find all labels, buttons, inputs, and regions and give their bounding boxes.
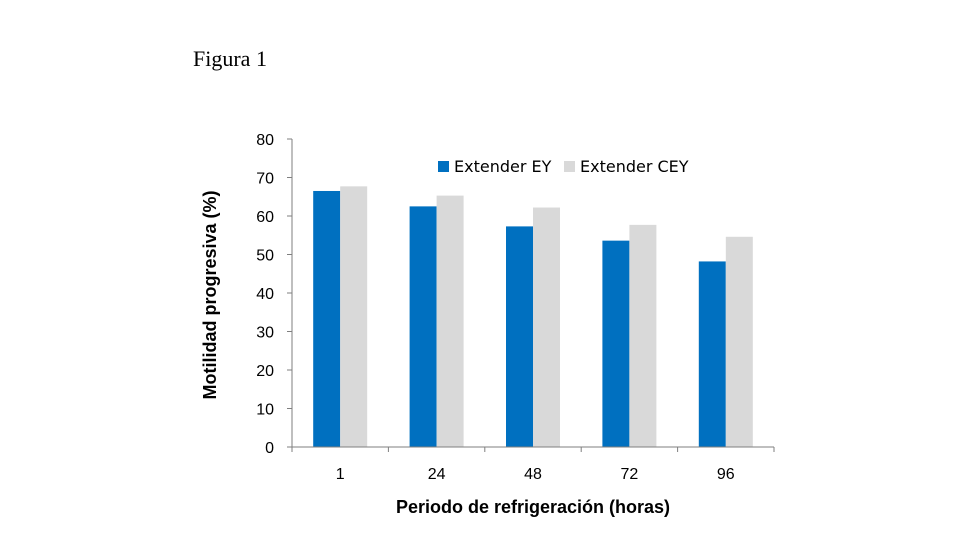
legend-label-2: Extender CEY [580,157,689,176]
figure-label: Figura 1 [193,46,267,71]
x-tick-label: 72 [621,466,639,483]
x-tick-label: 1 [336,466,345,483]
x-axis-title: Periodo de refrigeración (horas) [396,497,670,517]
bar-series1-1 [313,190,341,447]
y-tick-label: 70 [256,171,274,188]
legend-swatch-2 [564,161,575,172]
bar-series1-72 [602,240,630,447]
y-tick-label: 40 [256,286,274,303]
bar-series1-96 [698,261,726,447]
bars-group [313,186,753,448]
bar-series1-24 [409,206,437,447]
bar-series2-72 [629,224,657,447]
y-tick-label: 20 [256,363,274,380]
bar-series2-1 [340,186,368,448]
bar-series1-48 [506,226,533,447]
bar-series2-96 [725,236,753,447]
bar-series2-24 [436,195,464,447]
axes-group: 0 10 20 30 40 50 60 70 80 1 24 48 72 96 [256,132,775,483]
y-tick-label: 80 [256,132,274,149]
y-tick-label: 50 [256,248,274,265]
y-tick-label: 30 [256,325,274,342]
legend-swatch-1 [438,161,449,172]
legend: Extender EY Extender CEY [438,157,689,176]
y-tick-label: 10 [256,402,274,419]
bar-series2-48 [533,207,560,447]
y-tick-label: 60 [256,209,274,226]
x-tick-label: 24 [428,466,446,483]
legend-label-1: Extender EY [454,157,552,176]
y-axis-title: Motilidad progresiva (%) [200,190,220,399]
x-tick-label: 48 [524,466,542,483]
x-tick-label: 96 [717,466,735,483]
y-tick-label: 0 [265,440,274,457]
